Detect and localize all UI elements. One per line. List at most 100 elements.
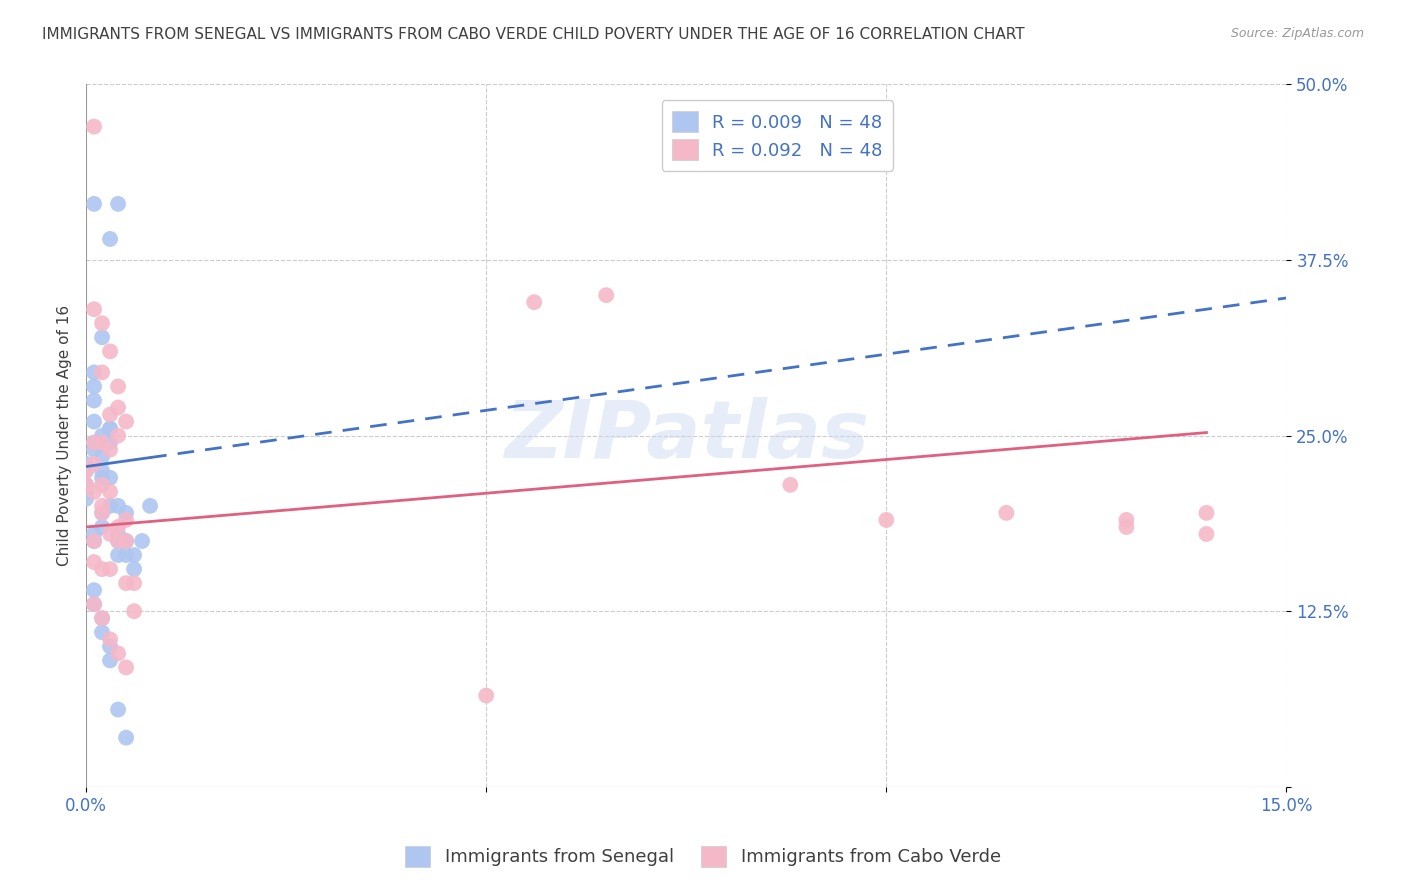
Point	[83, 366, 105, 380]
Legend: Immigrants from Senegal, Immigrants from Cabo Verde: Immigrants from Senegal, Immigrants from…	[398, 838, 1008, 874]
Point	[107, 527, 129, 541]
Legend: R = 0.009   N = 48, R = 0.092   N = 48: R = 0.009 N = 48, R = 0.092 N = 48	[662, 101, 893, 171]
Point	[75, 457, 97, 471]
Point	[91, 316, 114, 330]
Point	[83, 534, 105, 549]
Point	[83, 597, 105, 611]
Point	[98, 562, 121, 576]
Point	[91, 471, 114, 485]
Point	[115, 660, 138, 674]
Point	[122, 576, 145, 591]
Point	[875, 513, 897, 527]
Text: IMMIGRANTS FROM SENEGAL VS IMMIGRANTS FROM CABO VERDE CHILD POVERTY UNDER THE AG: IMMIGRANTS FROM SENEGAL VS IMMIGRANTS FR…	[42, 27, 1025, 42]
Point	[107, 401, 129, 415]
Text: Source: ZipAtlas.com: Source: ZipAtlas.com	[1230, 27, 1364, 40]
Point	[83, 379, 105, 393]
Point	[83, 197, 105, 211]
Point	[91, 625, 114, 640]
Point	[91, 428, 114, 442]
Point	[83, 457, 105, 471]
Point	[83, 484, 105, 499]
Point	[115, 731, 138, 745]
Point	[779, 478, 801, 492]
Point	[98, 422, 121, 436]
Point	[83, 442, 105, 457]
Point	[1115, 513, 1137, 527]
Point	[122, 604, 145, 618]
Point	[1195, 506, 1218, 520]
Point	[91, 562, 114, 576]
Point	[83, 534, 105, 549]
Point	[75, 464, 97, 478]
Point	[131, 534, 153, 549]
Point	[107, 379, 129, 393]
Point	[91, 435, 114, 450]
Point	[83, 435, 105, 450]
Point	[98, 640, 121, 654]
Point	[115, 415, 138, 429]
Point	[91, 330, 114, 344]
Point	[83, 555, 105, 569]
Point	[75, 484, 97, 499]
Point	[139, 499, 162, 513]
Point	[98, 232, 121, 246]
Point	[98, 471, 121, 485]
Point	[83, 597, 105, 611]
Point	[115, 548, 138, 562]
Point	[75, 464, 97, 478]
Point	[98, 442, 121, 457]
Point	[83, 302, 105, 317]
Point	[98, 484, 121, 499]
Point	[995, 506, 1018, 520]
Point	[98, 499, 121, 513]
Point	[91, 366, 114, 380]
Point	[107, 428, 129, 442]
Point	[91, 611, 114, 625]
Point	[1195, 527, 1218, 541]
Point	[98, 653, 121, 667]
Point	[107, 534, 129, 549]
Point	[91, 435, 114, 450]
Point	[107, 499, 129, 513]
Point	[115, 534, 138, 549]
Y-axis label: Child Poverty Under the Age of 16: Child Poverty Under the Age of 16	[58, 305, 72, 566]
Point	[83, 393, 105, 408]
Point	[523, 295, 546, 310]
Point	[115, 506, 138, 520]
Point	[75, 478, 97, 492]
Point	[91, 506, 114, 520]
Point	[98, 527, 121, 541]
Point	[107, 197, 129, 211]
Point	[107, 702, 129, 716]
Point	[91, 478, 114, 492]
Point	[98, 632, 121, 647]
Point	[115, 576, 138, 591]
Point	[475, 689, 498, 703]
Point	[1115, 520, 1137, 534]
Point	[98, 408, 121, 422]
Point	[122, 562, 145, 576]
Point	[83, 527, 105, 541]
Point	[91, 450, 114, 464]
Point	[595, 288, 617, 302]
Point	[107, 534, 129, 549]
Point	[115, 513, 138, 527]
Point	[107, 548, 129, 562]
Point	[98, 435, 121, 450]
Point	[98, 344, 121, 359]
Point	[91, 520, 114, 534]
Point	[75, 491, 97, 506]
Point	[91, 499, 114, 513]
Point	[115, 534, 138, 549]
Point	[107, 520, 129, 534]
Point	[91, 506, 114, 520]
Point	[91, 611, 114, 625]
Point	[83, 120, 105, 134]
Point	[75, 478, 97, 492]
Text: ZIPatlas: ZIPatlas	[503, 397, 869, 475]
Point	[83, 415, 105, 429]
Point	[91, 464, 114, 478]
Point	[83, 435, 105, 450]
Point	[122, 548, 145, 562]
Point	[98, 422, 121, 436]
